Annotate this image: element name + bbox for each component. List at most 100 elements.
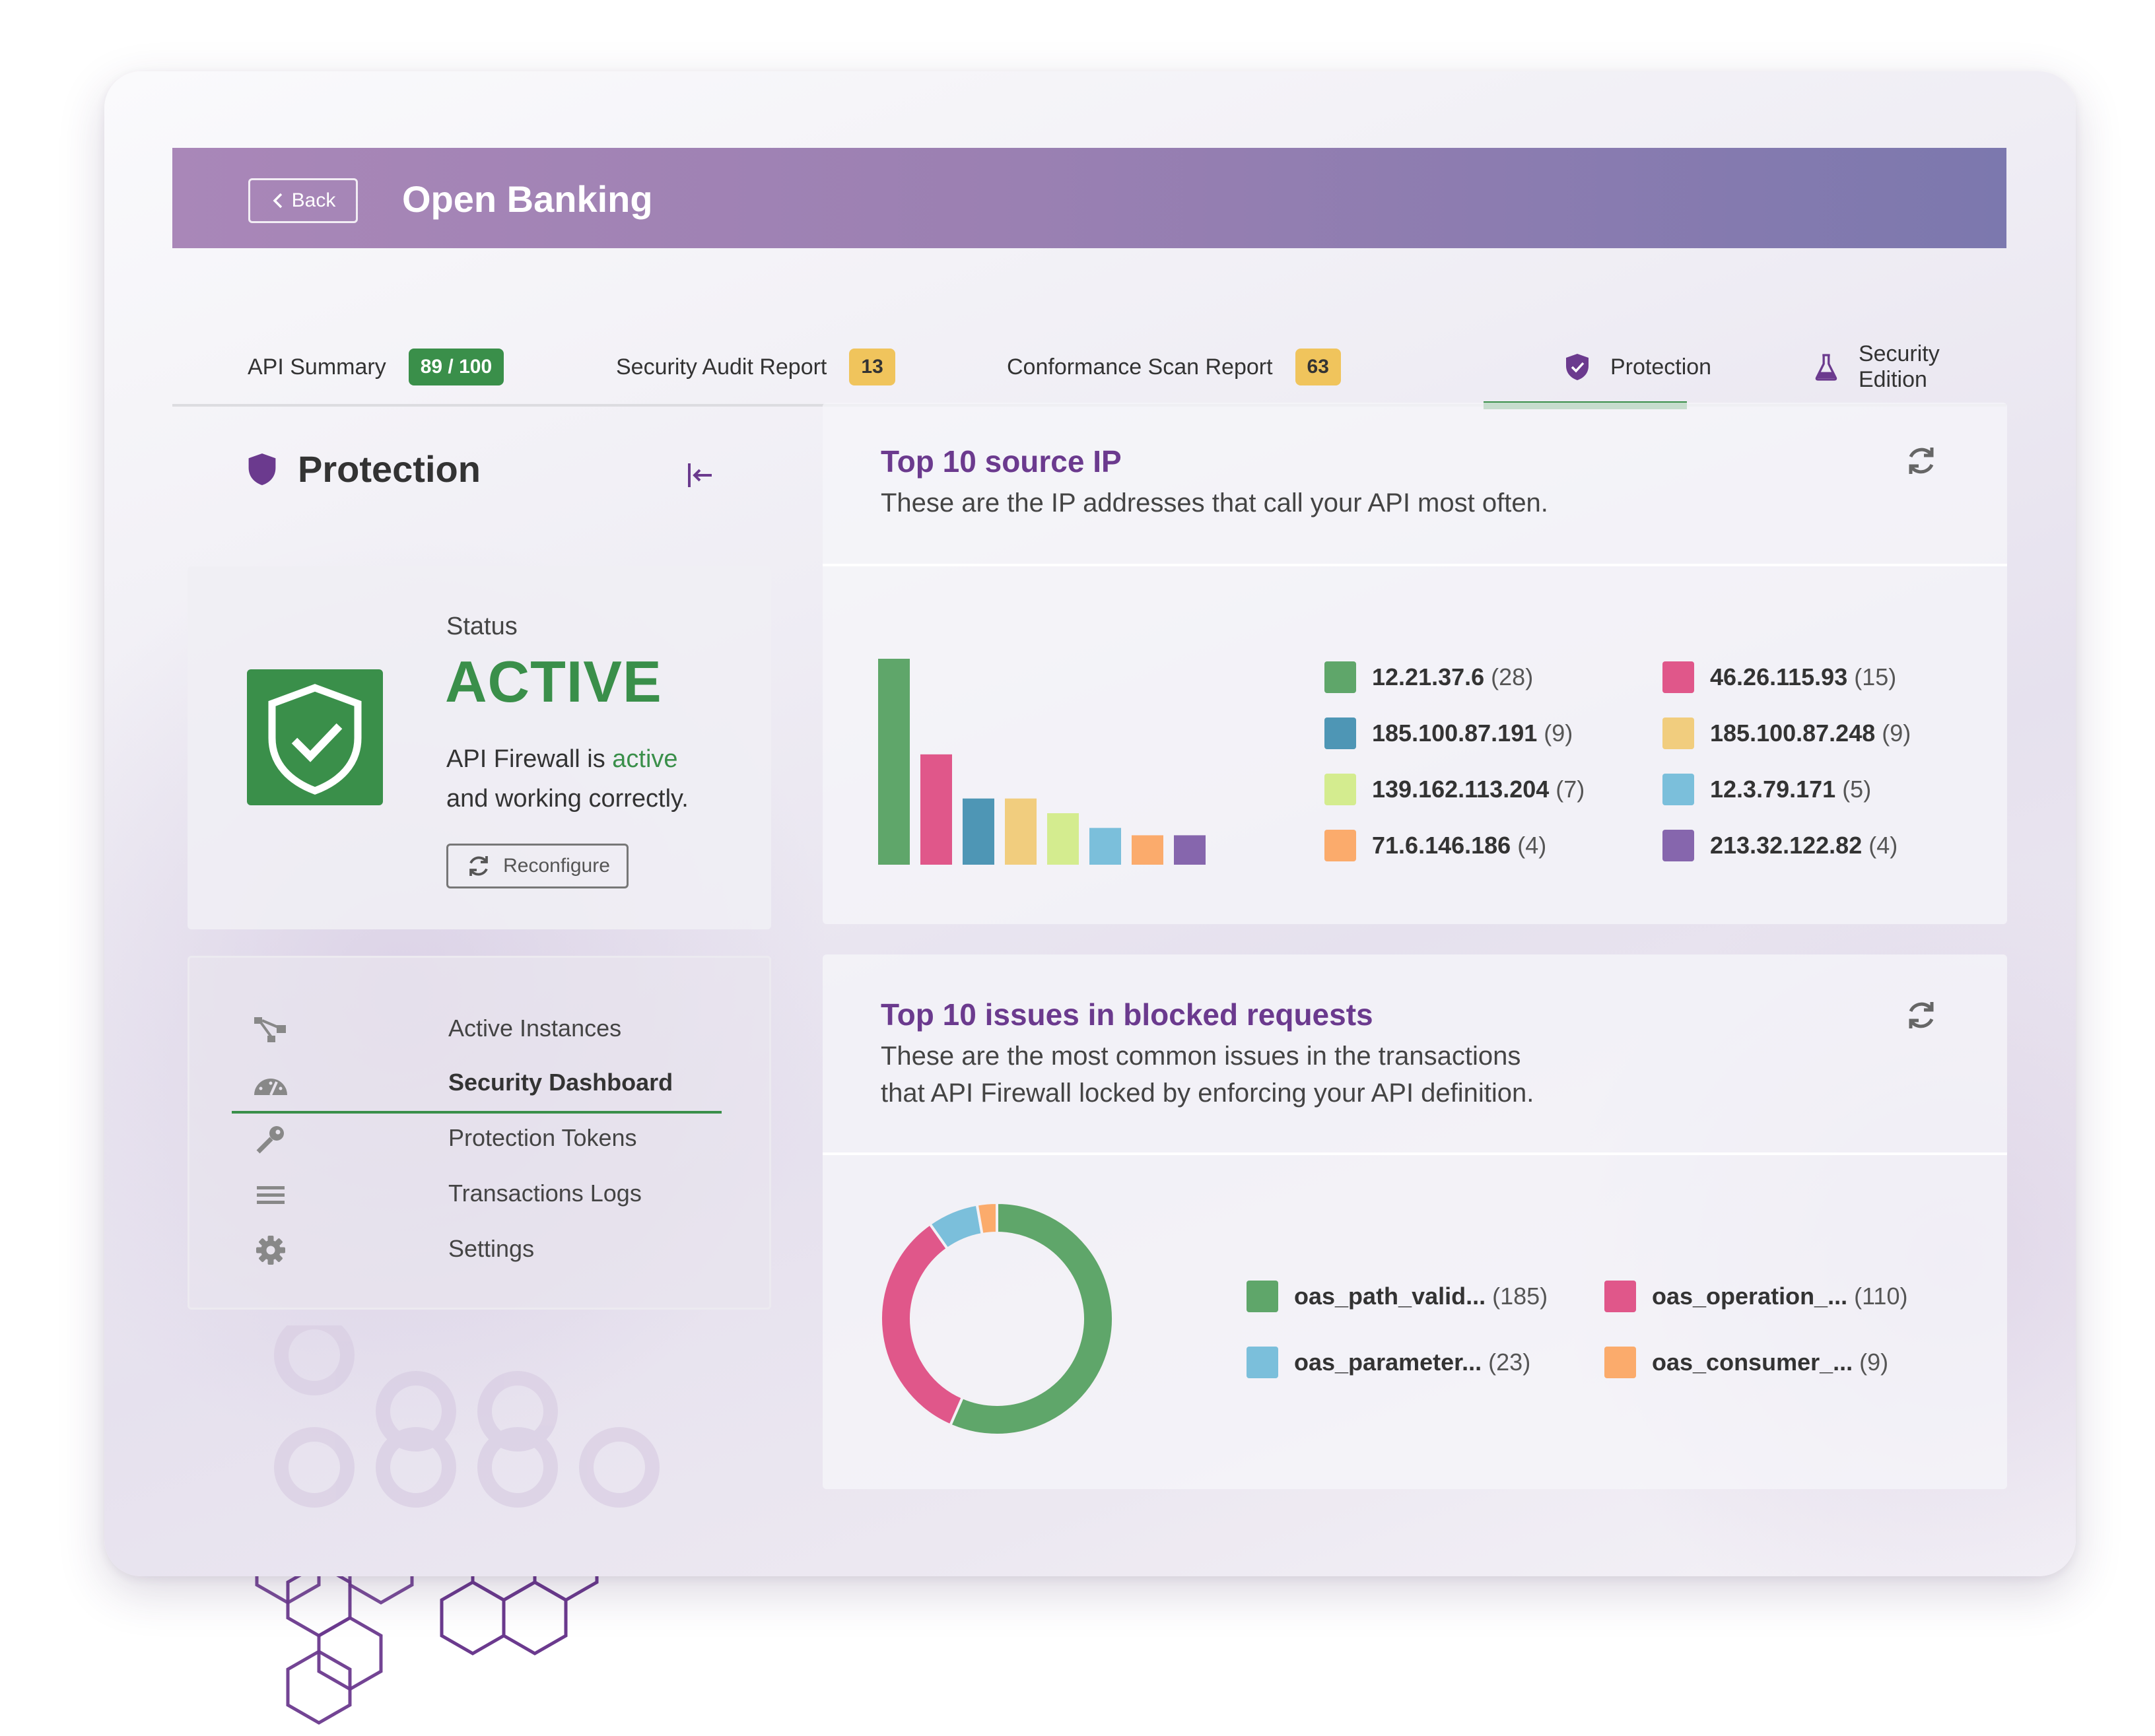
nav-label: Active Instances	[448, 1015, 622, 1042]
legend-swatch	[1604, 1347, 1636, 1378]
legend-item: 12.3.79.171 (5)	[1662, 774, 1871, 805]
refresh-icon	[469, 856, 488, 876]
app-window: Back Open Banking API Summary 89 / 100 S…	[104, 71, 2076, 1576]
refresh-icon[interactable]	[1903, 442, 1940, 479]
shield-icon	[1566, 354, 1589, 380]
bar-185.100.87.248	[1005, 798, 1037, 865]
slice-oas_consumer_...	[975, 1201, 998, 1236]
legend-swatch	[1324, 718, 1356, 749]
legend-count: (7)	[1556, 776, 1585, 803]
legend-count: (4)	[1868, 832, 1898, 859]
subtitle-line-2: that API Firewall locked by enforcing yo…	[881, 1079, 1534, 1108]
refresh-icon[interactable]	[1903, 997, 1940, 1034]
legend-label: 139.162.113.204	[1372, 776, 1550, 803]
legend-item: oas_path_valid... (185)	[1247, 1281, 1548, 1312]
panel-title: Top 10 source IP	[881, 444, 1122, 479]
legend-count: (9)	[1882, 719, 1911, 747]
legend-swatch	[1324, 661, 1356, 693]
status-desc-prefix: API Firewall is	[446, 745, 613, 773]
tab-security-edition[interactable]: Security Edition	[1814, 341, 2006, 392]
legend-swatch	[1662, 661, 1694, 693]
legend-count: (15)	[1854, 663, 1897, 690]
source-ip-bar-chart	[878, 659, 1206, 865]
tab-protection[interactable]: Protection	[1564, 347, 1711, 387]
nav-label: Settings	[448, 1235, 535, 1262]
legend-swatch	[1662, 774, 1694, 805]
tab-api-summary[interactable]: API Summary 89 / 100	[248, 347, 504, 387]
collapse-sidebar-icon[interactable]	[685, 461, 714, 490]
status-card: Status ACTIVE API Firewall is active and…	[188, 566, 771, 929]
legend-swatch	[1662, 718, 1694, 749]
legend-label: 46.26.115.93	[1710, 663, 1848, 690]
legend-label: oas_operation_...	[1652, 1283, 1848, 1310]
tab-conformance-scan-report[interactable]: Conformance Scan Report 63	[1007, 347, 1341, 387]
status-desc-highlight: active	[612, 745, 678, 773]
back-button-label: Back	[291, 189, 336, 211]
legend-count: (5)	[1842, 776, 1872, 803]
back-button[interactable]: Back	[248, 178, 358, 223]
panel-subtitle: These are the IP addresses that call you…	[881, 488, 1548, 517]
status-shield-icon	[247, 669, 383, 805]
subtitle-line-1: These are the most common issues in the …	[881, 1042, 1521, 1071]
bar-139.162.113.204	[1047, 813, 1079, 865]
status-desc-suffix: and working correctly.	[446, 785, 689, 813]
nav-item-security-dashboard[interactable]: Security Dashboard	[189, 1059, 773, 1106]
legend-item: 71.6.146.186 (4)	[1324, 830, 1546, 861]
legend-swatch	[1662, 830, 1694, 861]
nav-item-transactions-logs[interactable]: Transactions Logs	[189, 1170, 773, 1217]
legend-item: oas_operation_... (110)	[1604, 1281, 1907, 1312]
network-icon	[254, 1017, 286, 1042]
score-badge: 89 / 100	[408, 349, 504, 385]
nav-item-settings[interactable]: Settings	[189, 1226, 773, 1272]
legend-label: 71.6.146.186	[1372, 832, 1511, 859]
bar-71.6.146.186	[1132, 835, 1163, 865]
legend-swatch	[1324, 830, 1356, 861]
bar-12.3.79.171	[1089, 828, 1121, 865]
tab-label: Security Edition	[1858, 341, 1940, 392]
tab-security-audit-report[interactable]: Security Audit Report 13	[616, 347, 895, 387]
legend-item: 185.100.87.248 (9)	[1662, 718, 1911, 749]
legend-count: (23)	[1488, 1349, 1531, 1376]
sidebar-header: Protection	[246, 448, 481, 490]
legend-count: (9)	[1544, 719, 1573, 747]
tab-label: API Summary	[248, 354, 386, 380]
legend-label: 12.21.37.6	[1372, 663, 1485, 690]
gauge-icon	[254, 1079, 287, 1096]
shield-icon	[248, 453, 276, 485]
legend-label: oas_consumer_...	[1652, 1349, 1853, 1376]
legend-count: (110)	[1854, 1283, 1908, 1310]
sidebar-title: Protection	[298, 448, 481, 490]
legend-count: (28)	[1491, 663, 1534, 690]
nav-label: Transactions Logs	[448, 1180, 642, 1207]
status-label: Status	[446, 613, 518, 640]
nav-item-protection-tokens[interactable]: Protection Tokens	[189, 1115, 773, 1161]
legend-item: 213.32.122.82 (4)	[1662, 830, 1898, 861]
panel-subtitle: These are the most common issues in the …	[881, 1038, 1534, 1112]
nav-label: Security Dashboard	[448, 1069, 673, 1096]
slice-oas_operation_...	[879, 1222, 965, 1427]
score-badge: 13	[849, 349, 895, 385]
list-icon	[257, 1186, 285, 1204]
page-header: Back Open Banking	[172, 148, 2006, 248]
active-nav-indicator	[232, 1111, 722, 1114]
key-icon	[256, 1126, 284, 1154]
nav-item-active-instances[interactable]: Active Instances	[189, 1005, 773, 1052]
legend-count: (9)	[1859, 1349, 1889, 1376]
sidebar-nav: Active Instances Security Dashboard Prot…	[188, 956, 771, 1310]
legend-label: 12.3.79.171	[1710, 776, 1836, 803]
legend-item: 46.26.115.93 (15)	[1662, 661, 1896, 693]
legend-swatch	[1247, 1281, 1278, 1312]
tab-bar: API Summary 89 / 100 Security Audit Repo…	[172, 248, 2006, 409]
panel-divider	[823, 1152, 2007, 1155]
chevron-left-icon	[273, 193, 282, 209]
status-value: ACTIVE	[445, 649, 662, 714]
tab-label: Security Audit Report	[616, 354, 827, 380]
legend-item: 139.162.113.204 (7)	[1324, 774, 1585, 805]
legend-label: 185.100.87.248	[1710, 719, 1876, 747]
panel-title: Top 10 issues in blocked requests	[881, 997, 1373, 1032]
issues-donut-chart	[879, 1201, 1114, 1436]
gear-icon	[256, 1236, 285, 1265]
reconfigure-button[interactable]: Reconfigure	[446, 844, 629, 888]
slice-oas_path_valid...	[948, 1201, 1114, 1436]
legend-count: (185)	[1492, 1283, 1548, 1310]
